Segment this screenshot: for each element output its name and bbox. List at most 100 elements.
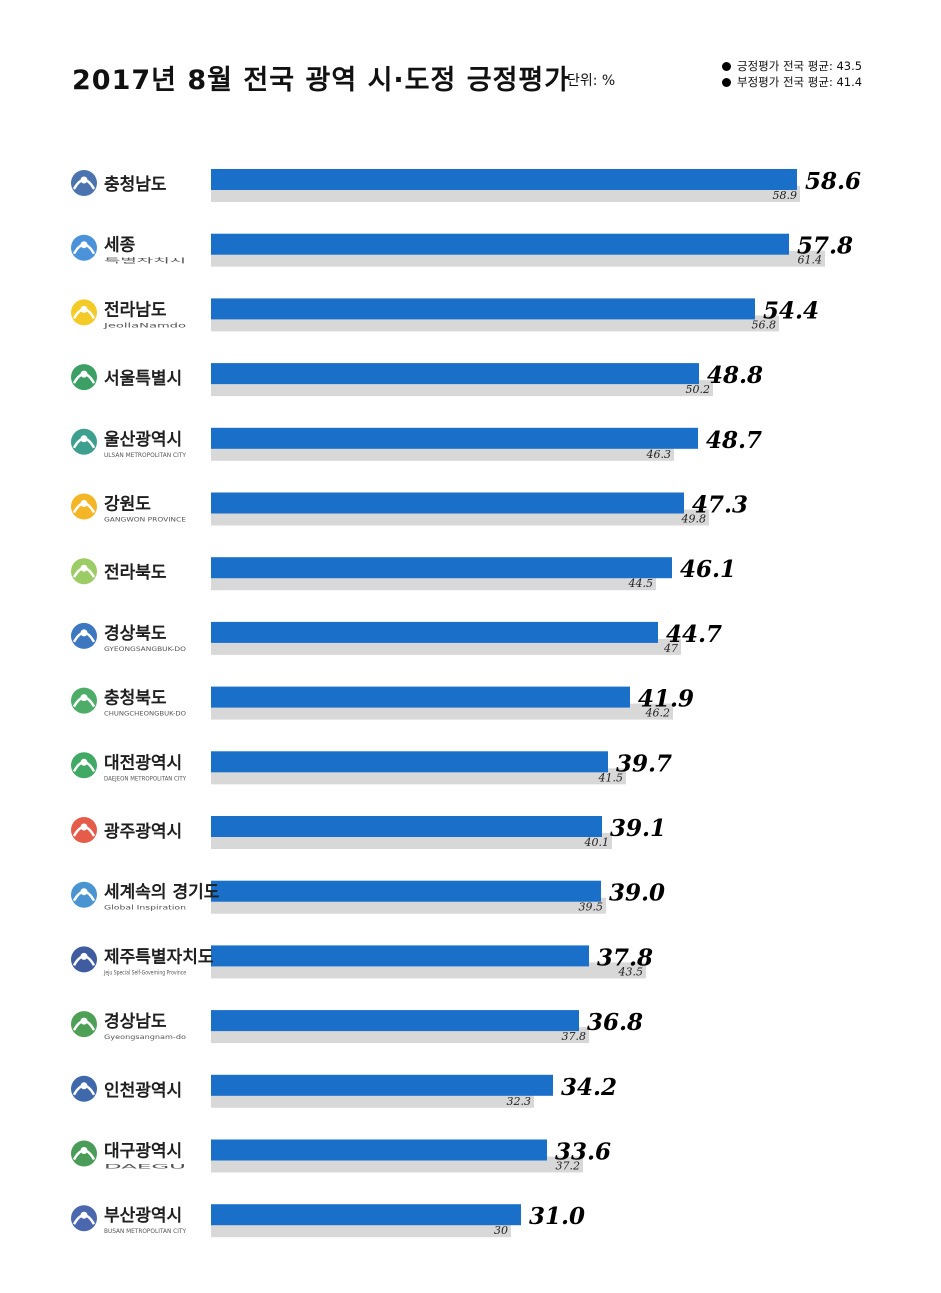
negative-value-label: 47: [663, 642, 678, 655]
region-subtitle: 특별자치시: [104, 256, 186, 265]
region-name: 대구광역시: [104, 1142, 182, 1162]
positive-bar: [211, 1139, 547, 1161]
region-row: 32.3 34.2 인천광역시: [71, 1074, 617, 1108]
busan-wave-icon: [71, 1205, 97, 1232]
region-name: 충청북도: [104, 688, 167, 709]
positive-value-label: 57.8: [797, 233, 853, 260]
negative-value-label: 46.3: [646, 448, 672, 461]
negative-value-label: 37.2: [556, 1160, 581, 1173]
gangwon-icon: [71, 493, 97, 520]
region-name: 인천광역시: [104, 1081, 182, 1101]
negative-value-label: 56.8: [752, 318, 777, 331]
flower-cluster-icon: [71, 170, 97, 196]
positive-value-label: 31.0: [529, 1203, 585, 1230]
positive-value-label: 48.8: [707, 362, 763, 389]
negative-value-label: 50.2: [686, 383, 711, 396]
jeonbuk-leaf-icon: [71, 558, 97, 585]
positive-value-label: 44.7: [666, 621, 722, 648]
negative-value-label: 46.2: [645, 707, 671, 720]
region-name: 세종: [104, 236, 136, 256]
daegu-mountain-icon: [71, 1140, 97, 1167]
positive-bar: [211, 492, 684, 514]
region-name: 울산광역시: [104, 430, 182, 450]
positive-bar: [211, 1074, 553, 1096]
positive-value-label: 34.2: [561, 1074, 617, 1101]
negative-value-label: 30: [494, 1224, 508, 1237]
gyeongnam-circle-icon: [71, 1011, 97, 1038]
region-name: 대전광역시: [104, 753, 182, 773]
positive-value-label: 41.9: [638, 686, 694, 713]
positive-bar: [211, 298, 755, 320]
positive-average-text: 긍정평가 전국 평균: 43.5: [737, 59, 863, 73]
region-row: 50.248.8 서울특별시: [71, 362, 763, 397]
jeonnam-sun-icon: [71, 299, 97, 326]
region-subtitle: GYEONGSANGBUK-DO: [104, 645, 186, 653]
positive-value-label: 33.6: [555, 1139, 611, 1166]
negative-value-label: 43.5: [618, 965, 644, 978]
negative-value-label: 61.4: [798, 254, 823, 267]
negative-value-label: 49.8: [681, 513, 707, 526]
positive-value-label: 54.4: [763, 297, 819, 324]
region-row: 44.5 46.1 전라북도: [71, 556, 736, 591]
bullet-icon: [722, 62, 731, 71]
chart-title: 2017년 8월 전국 광역 시·도정 긍정평가: [72, 65, 571, 96]
gyeongbuk-wave-icon: [71, 622, 97, 649]
region-name: 전라북도: [104, 563, 167, 583]
seoul-figure-icon: [71, 364, 97, 391]
ulsan-wave-icon: [71, 428, 97, 455]
gyeonggi-square-icon: [71, 881, 97, 908]
region-name: 경상남도: [104, 1012, 167, 1032]
positive-bar: [211, 686, 630, 708]
positive-bar: [211, 557, 672, 579]
region-subtitle: DAEJEON METROPOLITAN CITY: [104, 774, 186, 782]
region-name: 전라남도: [104, 300, 167, 320]
region-subtitle: GANGWON PROVINCE: [104, 516, 186, 524]
region-name: 세계속의 경기도: [104, 883, 220, 903]
positive-value-label: 46.1: [680, 556, 736, 583]
negative-average-item: 부정평가 전국 평균: 41.4: [722, 74, 862, 90]
jeju-wordmark-icon: [71, 946, 97, 973]
positive-bar: [211, 751, 608, 773]
incheon-swirl-icon: [71, 1075, 97, 1102]
positive-bar: [211, 880, 601, 902]
negative-value-label: 58.9: [773, 189, 798, 202]
positive-value-label: 39.1: [610, 815, 666, 842]
positive-bar: [211, 233, 789, 255]
positive-bar: [211, 427, 698, 449]
positive-value-label: 36.8: [587, 1009, 643, 1036]
positive-value-label: 58.6: [805, 168, 861, 195]
region-subtitle: Jeju Special Self-Governing Province: [103, 968, 186, 976]
positive-bar: [211, 1204, 521, 1226]
unit-label: 단위: %: [567, 73, 616, 89]
region-subtitle: ULSAN METROPOLITAN CITY: [104, 451, 186, 459]
negative-value-label: 37.8: [562, 1030, 587, 1043]
chungbuk-mountain-icon: [71, 687, 97, 714]
negative-value-label: 44.5: [628, 577, 654, 590]
positive-bar: [211, 169, 797, 190]
gwangju-sun-icon: [71, 817, 97, 843]
negative-value-label: 40.1: [584, 836, 610, 849]
region-row: 58.9 58.6 충청남도: [71, 168, 861, 202]
negative-value-label: 39.5: [579, 901, 604, 914]
positive-average-item: 긍정평가 전국 평균: 43.5: [722, 58, 862, 74]
positive-bar: [211, 621, 658, 643]
positive-bar: [211, 1010, 579, 1032]
negative-value-label: 41.5: [598, 771, 624, 784]
positive-bar: [211, 816, 602, 837]
region-subtitle: BUSAN METROPOLITAN CITY: [104, 1227, 186, 1235]
region-name: 충청남도: [104, 174, 167, 195]
sejong-mountain-icon: [71, 234, 97, 261]
daejeon-star-icon: [71, 752, 97, 779]
negative-average-text: 부정평가 전국 평균: 41.4: [737, 75, 863, 89]
negative-value-label: 32.3: [507, 1095, 532, 1108]
positive-bar: [211, 363, 699, 385]
